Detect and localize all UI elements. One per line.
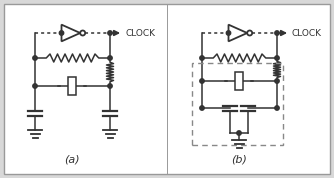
Circle shape bbox=[33, 84, 37, 88]
Circle shape bbox=[108, 31, 112, 35]
Circle shape bbox=[237, 131, 241, 135]
Bar bbox=[192, 63, 283, 145]
Circle shape bbox=[200, 106, 204, 110]
Text: CLOCK: CLOCK bbox=[125, 28, 155, 38]
Circle shape bbox=[226, 31, 231, 35]
Text: (b): (b) bbox=[231, 155, 247, 165]
Bar bbox=[68, 77, 76, 95]
Bar bbox=[235, 72, 243, 90]
Circle shape bbox=[275, 106, 279, 110]
Circle shape bbox=[108, 84, 112, 88]
Circle shape bbox=[200, 56, 204, 60]
Circle shape bbox=[275, 56, 279, 60]
Circle shape bbox=[275, 79, 279, 83]
Circle shape bbox=[200, 79, 204, 83]
Text: (a): (a) bbox=[64, 155, 80, 165]
Circle shape bbox=[275, 31, 279, 35]
Circle shape bbox=[108, 56, 112, 60]
Circle shape bbox=[33, 56, 37, 60]
Text: CLOCK: CLOCK bbox=[292, 28, 322, 38]
Circle shape bbox=[59, 31, 64, 35]
